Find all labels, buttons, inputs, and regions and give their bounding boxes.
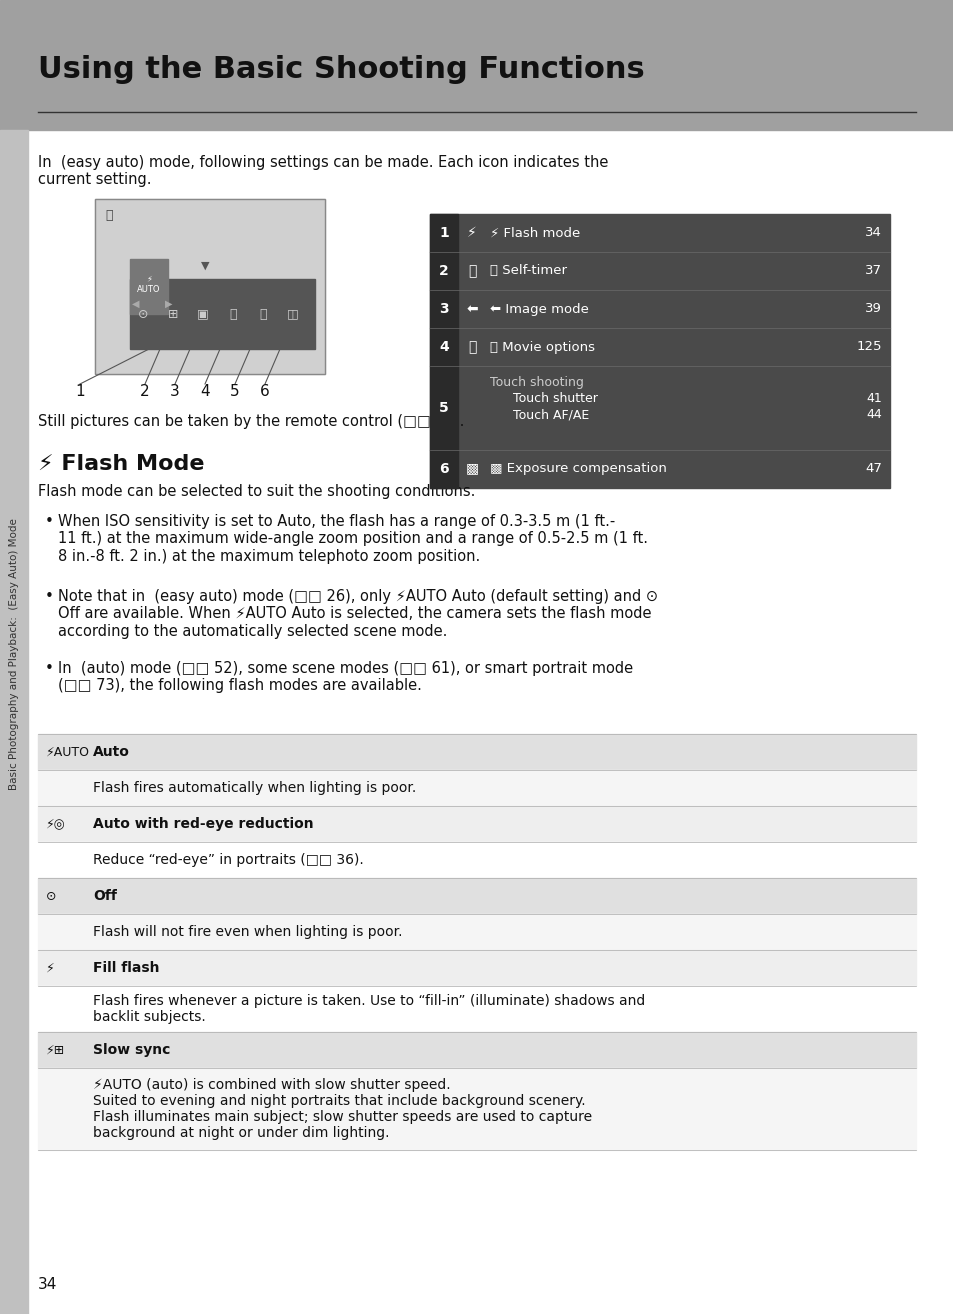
Bar	[38, 986, 915, 1031]
Text: Slow sync: Slow sync	[92, 1043, 171, 1056]
Text: 125: 125	[856, 340, 882, 353]
Text: When ISO sensitivity is set to Auto, the flash has a range of 0.3-3.5 m (1 ft.-
: When ISO sensitivity is set to Auto, the…	[58, 514, 647, 564]
Text: Flash will not fire even when lighting is poor.: Flash will not fire even when lighting i…	[92, 925, 402, 940]
Text: Basic Photography and Playback:  (Easy Auto) Mode: Basic Photography and Playback: (Easy Au…	[9, 518, 19, 790]
Text: ◫: ◫	[287, 307, 298, 321]
Bar	[430, 367, 889, 449]
Text: Still pictures can be taken by the remote control (□□ 48).: Still pictures can be taken by the remot…	[38, 414, 464, 428]
Bar	[430, 252, 457, 290]
Text: ⬅: ⬅	[466, 302, 477, 315]
Bar	[38, 735, 915, 770]
Bar	[430, 367, 457, 449]
Text: Auto: Auto	[92, 745, 130, 759]
Text: ⚡ Flash Mode: ⚡ Flash Mode	[38, 455, 204, 474]
Text: ⚡⊞: ⚡⊞	[46, 1043, 65, 1056]
Text: ⚡
AUTO: ⚡ AUTO	[137, 275, 161, 294]
Bar	[430, 449, 457, 487]
Text: 4: 4	[200, 385, 210, 399]
Text: Reduce “red-eye” in portraits (□□ 36).: Reduce “red-eye” in portraits (□□ 36).	[92, 853, 363, 867]
Bar	[130, 259, 168, 314]
Text: ⊙: ⊙	[46, 890, 56, 903]
Text: ▩ Exposure compensation: ▩ Exposure compensation	[490, 463, 666, 476]
Text: Off: Off	[92, 890, 117, 903]
Text: 1: 1	[438, 226, 449, 240]
Bar	[38, 805, 915, 842]
Bar	[38, 770, 915, 805]
Bar	[0, 130, 28, 1314]
Text: 6: 6	[260, 385, 270, 399]
Text: Note that in  (easy auto) mode (□□ 26), only ⚡AUTO Auto (default setting) and ⊙
: Note that in (easy auto) mode (□□ 26), o…	[58, 589, 658, 639]
Text: In  (auto) mode (□□ 52), some scene modes (□□ 61), or smart portrait mode
(□□ 73: In (auto) mode (□□ 52), some scene modes…	[58, 661, 633, 694]
Text: •: •	[45, 661, 53, 675]
Text: Flash fires automatically when lighting is poor.: Flash fires automatically when lighting …	[92, 781, 416, 795]
Text: 2: 2	[140, 385, 150, 399]
Text: 41: 41	[865, 392, 882, 405]
Text: 4: 4	[438, 340, 449, 353]
Text: Auto with red-eye reduction: Auto with red-eye reduction	[92, 817, 314, 830]
Bar	[430, 252, 889, 290]
Text: •: •	[45, 589, 53, 604]
Text: ⏱: ⏱	[467, 264, 476, 279]
Text: 3: 3	[438, 302, 448, 315]
Text: Touch AF/AE: Touch AF/AE	[504, 409, 589, 420]
Text: Touch shooting: Touch shooting	[490, 376, 583, 389]
Bar	[430, 290, 457, 328]
Bar	[38, 1068, 915, 1150]
Bar	[95, 198, 325, 374]
Text: 34: 34	[864, 226, 882, 239]
Text: ⏱ Self-timer: ⏱ Self-timer	[490, 264, 566, 277]
Text: 5: 5	[230, 385, 239, 399]
Text: ▼: ▼	[200, 261, 209, 271]
Text: ⊙: ⊙	[137, 307, 148, 321]
Text: ⬜: ⬜	[259, 307, 267, 321]
Text: 37: 37	[864, 264, 882, 277]
Bar	[38, 1031, 915, 1068]
Text: ⚡AUTO (auto) is combined with slow shutter speed.
Suited to evening and night po: ⚡AUTO (auto) is combined with slow shutt…	[92, 1077, 592, 1141]
Text: ⬛: ⬛	[229, 307, 236, 321]
Bar	[38, 950, 915, 986]
Text: ▣: ▣	[197, 307, 209, 321]
Text: 5: 5	[438, 401, 449, 415]
Text: ▶: ▶	[165, 300, 172, 309]
Bar	[430, 328, 457, 367]
Bar	[430, 214, 889, 252]
Text: ▩: ▩	[465, 461, 478, 476]
Text: 34: 34	[38, 1277, 57, 1292]
Text: ⊞: ⊞	[168, 307, 178, 321]
Bar	[430, 290, 889, 328]
Text: 39: 39	[864, 302, 882, 315]
Bar	[0, 0, 953, 130]
Bar	[130, 279, 314, 350]
Text: 1: 1	[75, 385, 85, 399]
Text: 🎬: 🎬	[467, 340, 476, 353]
Bar	[38, 915, 915, 950]
Text: ⚡◎: ⚡◎	[46, 817, 66, 830]
Text: 🎬 Movie options: 🎬 Movie options	[490, 340, 595, 353]
Text: ◀: ◀	[132, 300, 139, 309]
Text: 3: 3	[170, 385, 180, 399]
Text: ⚡: ⚡	[467, 226, 476, 240]
Text: 📷: 📷	[105, 209, 112, 222]
Text: ⚡: ⚡	[46, 962, 54, 975]
Bar	[38, 878, 915, 915]
Text: Flash fires whenever a picture is taken. Use to “fill-in” (illuminate) shadows a: Flash fires whenever a picture is taken.…	[92, 993, 644, 1024]
Text: 2: 2	[438, 264, 449, 279]
Bar	[95, 198, 325, 374]
Bar	[38, 842, 915, 878]
Text: ⬅ Image mode: ⬅ Image mode	[490, 302, 588, 315]
Text: •: •	[45, 514, 53, 530]
Bar	[430, 214, 457, 252]
Text: Using the Basic Shooting Functions: Using the Basic Shooting Functions	[38, 55, 644, 84]
Text: ⚡ Flash mode: ⚡ Flash mode	[490, 226, 579, 239]
Text: In  (easy auto) mode, following settings can be made. Each icon indicates the
cu: In (easy auto) mode, following settings …	[38, 155, 608, 188]
Text: ⚡AUTO: ⚡AUTO	[46, 745, 90, 758]
Text: 6: 6	[438, 461, 448, 476]
Bar	[430, 328, 889, 367]
Text: 44: 44	[865, 409, 882, 420]
Text: Fill flash: Fill flash	[92, 961, 159, 975]
Text: Touch shutter: Touch shutter	[504, 392, 598, 405]
Text: 47: 47	[864, 463, 882, 476]
Text: Flash mode can be selected to suit the shooting conditions.: Flash mode can be selected to suit the s…	[38, 484, 475, 499]
Bar	[430, 449, 889, 487]
